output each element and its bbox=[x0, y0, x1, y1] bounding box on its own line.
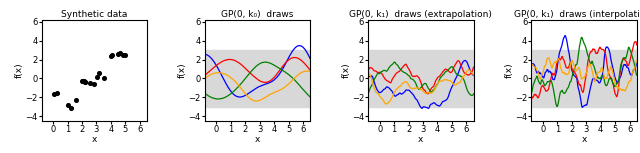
Point bbox=[77, 80, 88, 82]
Point bbox=[118, 54, 128, 56]
Point bbox=[49, 93, 59, 96]
Point bbox=[63, 104, 73, 106]
Point bbox=[80, 80, 90, 83]
Title: GP(0, k₁)  draws (interpolation): GP(0, k₁) draws (interpolation) bbox=[514, 10, 640, 19]
Point bbox=[107, 54, 117, 56]
Title: GP(0, k₁)  draws (extrapolation): GP(0, k₁) draws (extrapolation) bbox=[349, 10, 492, 19]
Point bbox=[106, 55, 116, 57]
Point bbox=[52, 92, 62, 94]
Point bbox=[113, 53, 124, 56]
Point bbox=[92, 76, 102, 79]
Point bbox=[115, 52, 125, 55]
Point bbox=[88, 82, 99, 85]
Point bbox=[99, 77, 109, 79]
Point bbox=[79, 80, 89, 82]
Title: GP(0, k₀)  draws: GP(0, k₀) draws bbox=[221, 10, 294, 19]
Bar bbox=[205, 50, 310, 107]
X-axis label: x: x bbox=[255, 135, 260, 144]
Y-axis label: f(x): f(x) bbox=[15, 63, 24, 78]
X-axis label: x: x bbox=[581, 135, 587, 144]
Bar bbox=[368, 50, 474, 107]
Point bbox=[94, 72, 104, 75]
X-axis label: x: x bbox=[418, 135, 424, 144]
Y-axis label: f(x): f(x) bbox=[505, 63, 514, 78]
Point bbox=[77, 80, 87, 82]
X-axis label: x: x bbox=[92, 135, 97, 144]
Y-axis label: f(x): f(x) bbox=[341, 63, 350, 78]
Point bbox=[78, 80, 88, 83]
Point bbox=[120, 54, 130, 56]
Point bbox=[66, 106, 76, 109]
Point bbox=[71, 99, 81, 101]
Point bbox=[85, 81, 95, 84]
Bar bbox=[531, 50, 637, 107]
Y-axis label: f(x): f(x) bbox=[178, 63, 187, 78]
Point bbox=[79, 80, 90, 83]
Title: Synthetic data: Synthetic data bbox=[61, 10, 127, 19]
